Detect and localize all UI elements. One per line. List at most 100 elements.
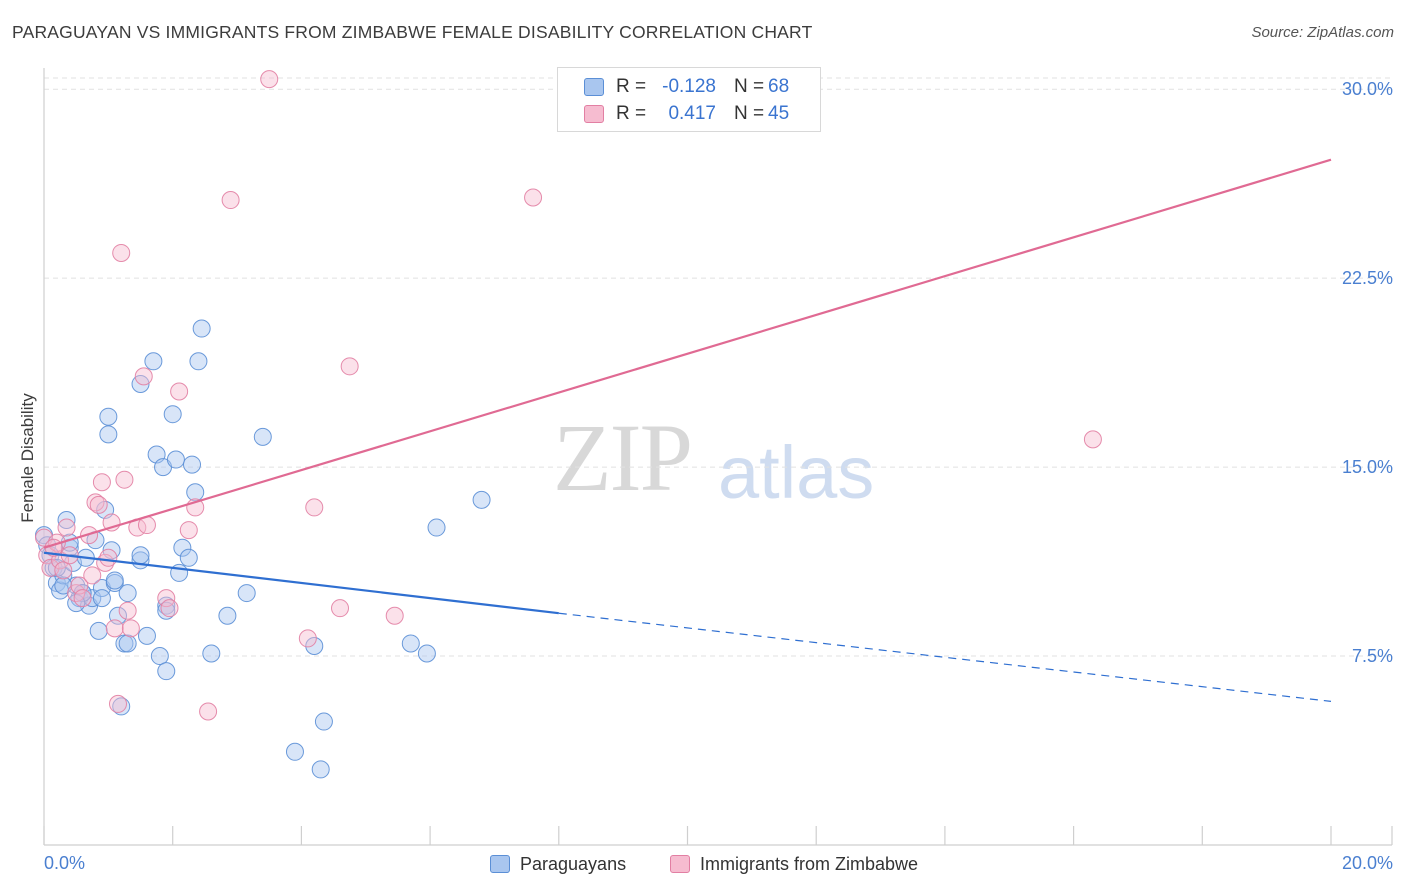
paraguayan-point xyxy=(237,584,256,603)
paraguayan-point xyxy=(118,584,137,603)
paraguayan-point xyxy=(92,589,111,608)
paraguayan-point xyxy=(137,626,156,645)
legend-swatch-pink xyxy=(584,105,604,123)
paraguayan-point xyxy=(427,518,446,537)
paraguayan-point xyxy=(314,712,333,731)
paraguayan-point xyxy=(157,662,176,681)
source-label: Source: ZipAtlas.com xyxy=(1251,24,1394,41)
zimbabwe-trend-line xyxy=(43,158,1332,549)
zimbabwe-point xyxy=(92,473,111,492)
zimbabwe-point xyxy=(105,619,124,638)
legend-n-label: N = xyxy=(734,103,765,124)
correlation-legend: R = -0.128 N = 68 R = 0.417 N = 45 xyxy=(557,67,821,132)
zimbabwe-points xyxy=(35,70,1102,721)
paraguayans-trend-line xyxy=(43,551,559,615)
zimbabwe-point xyxy=(298,629,317,648)
y-tick-label: 15.0% xyxy=(1342,457,1393,477)
paraguayan-point xyxy=(183,455,202,474)
paraguayan-point xyxy=(99,425,118,444)
paraguayan-point xyxy=(150,647,169,666)
zimbabwe-point xyxy=(340,357,359,376)
zimbabwe-point xyxy=(86,493,105,512)
axes xyxy=(43,68,1393,846)
paraguayans-trend-extension xyxy=(558,612,1332,702)
paraguayan-point xyxy=(186,483,205,502)
paraguayan-point xyxy=(179,548,198,567)
zimbabwe-point xyxy=(260,70,279,89)
paraguayan-point xyxy=(253,427,272,446)
legend-r-label: R = xyxy=(616,76,647,97)
bottom-legend-zimbabwe: Immigrants from Zimbabwe xyxy=(670,852,918,876)
zimbabwe-point xyxy=(47,533,66,552)
paraguayan-point xyxy=(401,634,420,653)
x-tick-label: 0.0% xyxy=(44,853,85,873)
legend-row-zimbabwe: R = 0.417 N = 45 xyxy=(584,101,789,127)
zimbabwe-point xyxy=(121,619,140,638)
zimbabwe-point xyxy=(385,606,404,625)
legend-swatch-blue xyxy=(584,78,604,96)
x-tick-label: 20.0% xyxy=(1342,853,1393,873)
zimbabwe-point xyxy=(109,694,128,713)
paraguayan-point xyxy=(157,596,176,615)
bottom-legend-label: Immigrants from Zimbabwe xyxy=(700,853,919,874)
legend-n-value: 68 xyxy=(768,76,790,97)
paraguayan-point xyxy=(131,546,150,565)
watermark-zip: ZIP xyxy=(553,404,693,511)
zimbabwe-point xyxy=(305,498,324,517)
zimbabwe-point xyxy=(83,566,102,585)
tick-labels: 7.5% 15.0% 22.5% 30.0% 0.0% 20.0% xyxy=(44,79,1393,873)
chart-title: PARAGUAYAN VS IMMIGRANTS FROM ZIMBABWE F… xyxy=(12,22,813,42)
zimbabwe-point xyxy=(115,470,134,489)
paraguayan-point xyxy=(83,589,102,608)
legend-n-label: N = xyxy=(734,76,765,97)
paraguayan-point xyxy=(285,742,304,761)
legend-r-value: 0.417 xyxy=(668,103,716,124)
y-axis-label: Female Disability xyxy=(18,393,37,523)
zimbabwe-point xyxy=(170,382,189,401)
paraguayan-point xyxy=(99,407,118,426)
paraguayan-point xyxy=(105,571,124,590)
zimbabwe-point xyxy=(331,599,350,618)
legend-row-paraguayans: R = -0.128 N = 68 xyxy=(584,74,789,100)
paraguayan-point xyxy=(192,319,211,338)
paraguayan-point xyxy=(305,636,324,655)
zimbabwe-point xyxy=(157,589,176,608)
bottom-swatch-blue xyxy=(490,855,510,873)
y-tick-label: 22.5% xyxy=(1342,268,1393,288)
bottom-legend-label: Paraguayans xyxy=(520,853,627,874)
paraguayan-point xyxy=(157,601,176,620)
paraguayan-point xyxy=(57,511,76,530)
y-tick-label: 7.5% xyxy=(1352,646,1393,666)
paraguayan-point xyxy=(166,450,185,469)
watermark-atlas: atlas xyxy=(718,431,875,514)
paraguayan-point xyxy=(202,644,221,663)
zimbabwe-point xyxy=(1083,430,1102,449)
zimbabwe-point xyxy=(89,495,108,514)
paraguayan-point xyxy=(51,581,70,600)
paraguayan-point xyxy=(218,606,237,625)
gridlines xyxy=(44,77,1392,657)
paraguayan-point xyxy=(173,538,192,557)
zimbabwe-point xyxy=(524,188,543,207)
legend-r-label: R = xyxy=(616,103,647,124)
paraguayan-point xyxy=(472,490,491,509)
paraguayan-point xyxy=(118,634,137,653)
legend-r-value: -0.128 xyxy=(662,76,716,97)
paraguayan-point xyxy=(89,621,108,640)
bottom-legend-paraguayans: Paraguayans xyxy=(490,852,626,876)
legend-n-value: 45 xyxy=(768,103,790,124)
paraguayans-points xyxy=(35,319,491,779)
zimbabwe-point xyxy=(112,243,131,262)
paraguayan-point xyxy=(417,644,436,663)
bottom-swatch-pink xyxy=(670,855,690,873)
paraguayan-point xyxy=(144,352,163,371)
zimbabwe-point xyxy=(134,367,153,386)
zimbabwe-point xyxy=(99,548,118,567)
paraguayan-point xyxy=(112,697,131,716)
paraguayan-point xyxy=(163,405,182,424)
zimbabwe-point xyxy=(221,191,240,210)
zimbabwe-point xyxy=(160,599,179,618)
zimbabwe-point xyxy=(179,521,198,540)
zimbabwe-point xyxy=(54,561,73,580)
